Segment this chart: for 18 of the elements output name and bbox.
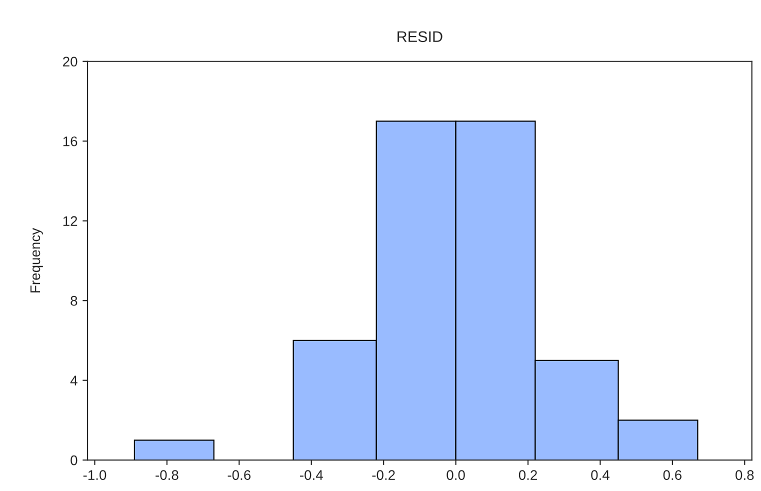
y-tick-label: 12 bbox=[63, 216, 78, 226]
x-tick-label: -0.4 bbox=[300, 470, 323, 480]
x-tick-label: 0.0 bbox=[446, 470, 465, 480]
x-tick-label: -0.8 bbox=[156, 470, 178, 480]
x-tick-label: 0.8 bbox=[736, 470, 754, 480]
x-tick-label: 0.2 bbox=[518, 470, 537, 480]
y-tick-label: 4 bbox=[70, 376, 78, 386]
x-tick-label: 0.6 bbox=[663, 470, 682, 480]
y-axis-title: Frequency bbox=[30, 228, 43, 292]
y-tick-label: 16 bbox=[63, 136, 78, 146]
chart-title: RESID bbox=[398, 31, 442, 42]
x-tick-label: -1.0 bbox=[83, 470, 106, 480]
x-tick-label: -0.2 bbox=[372, 470, 395, 480]
x-tick-label: 0.4 bbox=[591, 470, 610, 480]
y-tick-label: 0 bbox=[70, 455, 78, 466]
x-tick-label: -0.6 bbox=[228, 470, 251, 480]
y-tick-label: 20 bbox=[63, 56, 78, 67]
y-tick-label: 8 bbox=[70, 296, 78, 306]
